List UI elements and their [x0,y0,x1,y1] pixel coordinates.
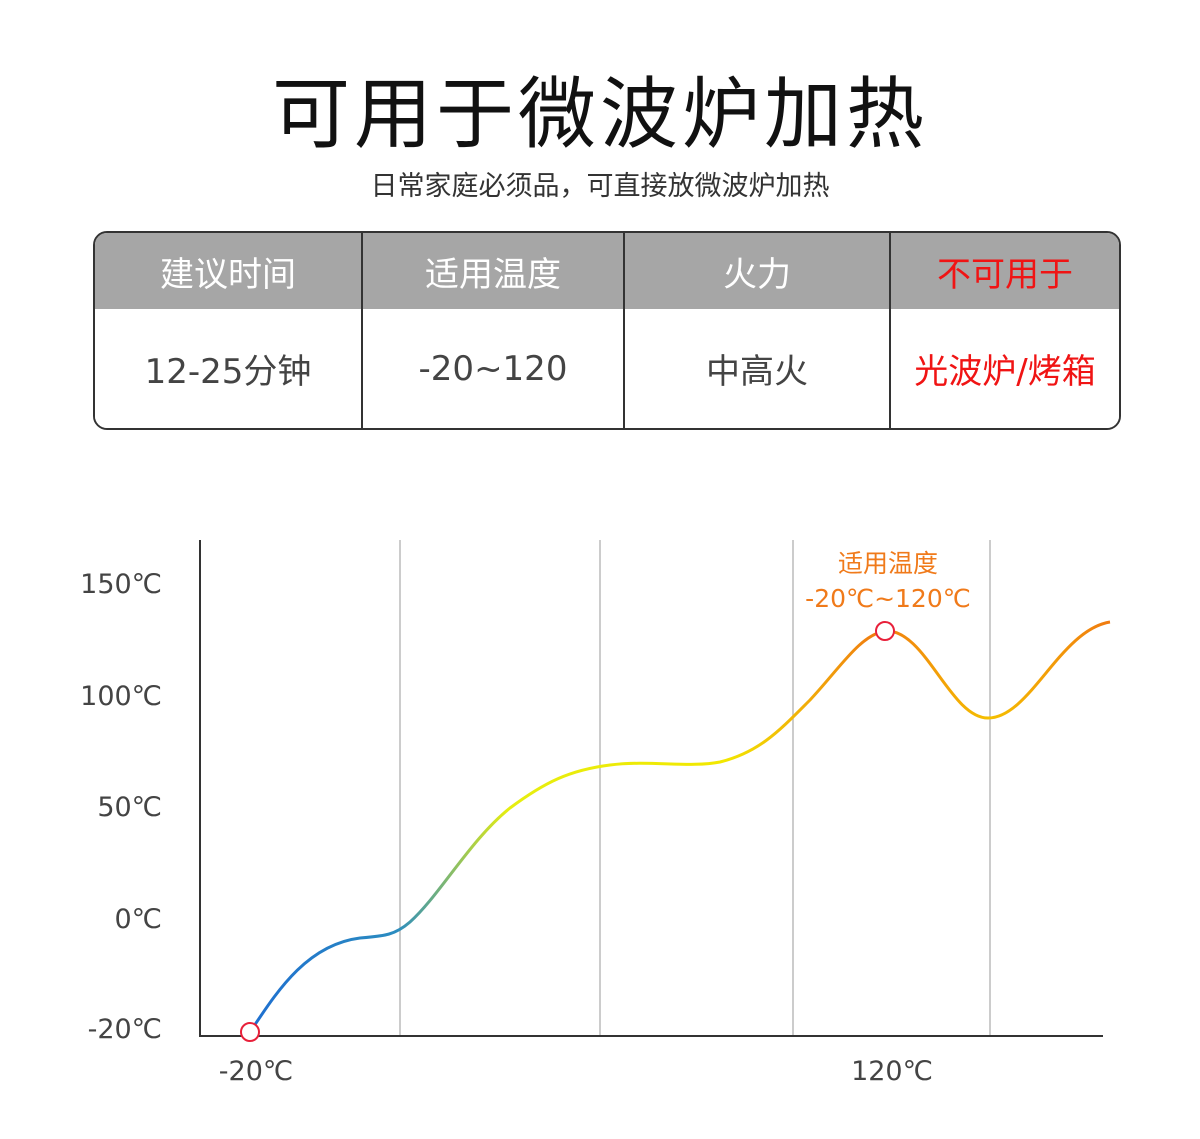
x-tick-label: 120℃ [851,1056,933,1087]
temperature-curve [248,620,1111,1033]
y-tick-label: 100℃ [80,681,162,712]
value-power: 中高火 [625,309,891,428]
value-time: 12-25分钟 [95,309,363,428]
header-time: 建议时间 [95,233,363,309]
grid-lines [399,540,991,1036]
page-title: 可用于微波炉加热 [271,70,928,160]
y-tick-label: 50℃ [97,792,162,823]
marker-max [875,621,895,641]
header-not-for: 不可用于 [891,233,1119,309]
header-temperature: 适用温度 [363,233,625,309]
y-tick-label: 0℃ [114,904,162,935]
usage-table: 建议时间 适用温度 火力 不可用于 12-25分钟 -20~120 中高火 光波… [93,231,1121,430]
marker-min [240,1022,260,1042]
annotation-title: 适用温度 [838,549,938,578]
value-temperature: -20~120 [363,309,625,428]
y-tick-label: 150℃ [80,569,162,600]
y-tick-label: -20℃ [88,1014,162,1045]
header-power: 火力 [625,233,891,309]
value-not-for: 光波炉/烤箱 [891,309,1119,428]
page-subtitle: 日常家庭必须品，可直接放微波炉加热 [370,171,830,202]
annotation-range: -20℃~120℃ [805,584,971,613]
x-tick-label: -20℃ [219,1056,293,1087]
